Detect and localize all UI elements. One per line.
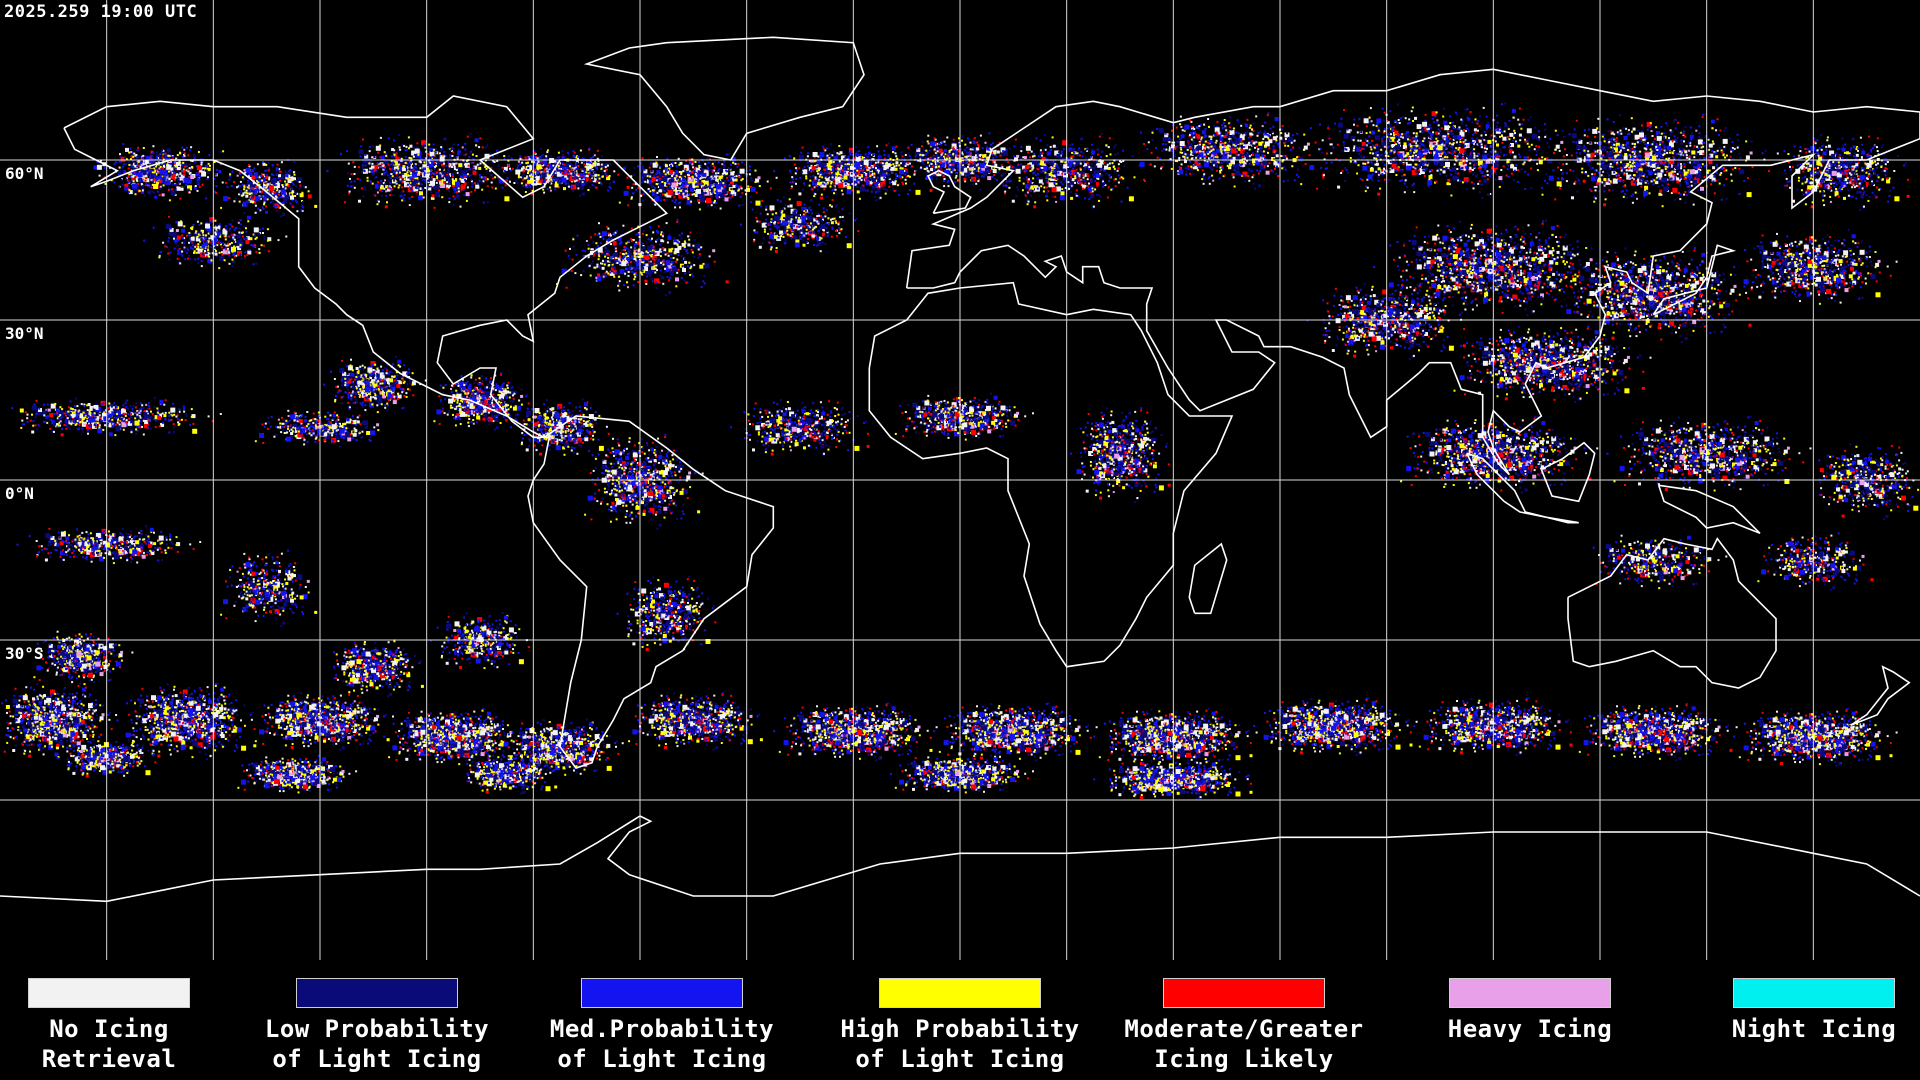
lat-label-30s: 30°S xyxy=(5,644,44,663)
legend-item-moderate-greater: Moderate/Greater Icing Likely xyxy=(1102,960,1386,1074)
world-icing-map xyxy=(0,0,1920,960)
legend-swatch-high-probability xyxy=(879,978,1041,1008)
legend-swatch-night-icing xyxy=(1733,978,1895,1008)
legend-item-night-icing: Night Icing xyxy=(1672,960,1920,1044)
legend: No Icing Retrieval Low Probability of Ligh… xyxy=(0,960,1920,1080)
legend-item-no-icing: No Icing Retrieval xyxy=(0,960,251,1074)
legend-swatch-moderate-greater xyxy=(1163,978,1325,1008)
legend-label-high-probability: High Probability of Light Icing xyxy=(818,1014,1102,1074)
legend-label-low-probability: Low Probability of Light Icing xyxy=(235,1014,519,1074)
legend-swatch-med-probability xyxy=(581,978,743,1008)
legend-swatch-low-probability xyxy=(296,978,458,1008)
legend-label-heavy-icing: Heavy Icing xyxy=(1388,1014,1672,1044)
legend-item-heavy-icing: Heavy Icing xyxy=(1388,960,1672,1044)
legend-swatch-heavy-icing xyxy=(1449,978,1611,1008)
lat-label-0n: 0°N xyxy=(5,484,34,503)
timestamp-label: 2025.259 19:00 UTC xyxy=(4,2,197,22)
legend-item-med-probability: Med.Probability of Light Icing xyxy=(520,960,804,1074)
legend-label-no-icing: No Icing Retrieval xyxy=(0,1014,251,1074)
legend-label-moderate-greater: Moderate/Greater Icing Likely xyxy=(1102,1014,1386,1074)
legend-swatch-no-icing xyxy=(28,978,190,1008)
legend-label-med-probability: Med.Probability of Light Icing xyxy=(520,1014,804,1074)
lat-label-60n: 60°N xyxy=(5,164,44,183)
lat-label-30n: 30°N xyxy=(5,324,44,343)
legend-item-low-probability: Low Probability of Light Icing xyxy=(235,960,519,1074)
legend-item-high-probability: High Probability of Light Icing xyxy=(818,960,1102,1074)
legend-label-night-icing: Night Icing xyxy=(1672,1014,1920,1044)
